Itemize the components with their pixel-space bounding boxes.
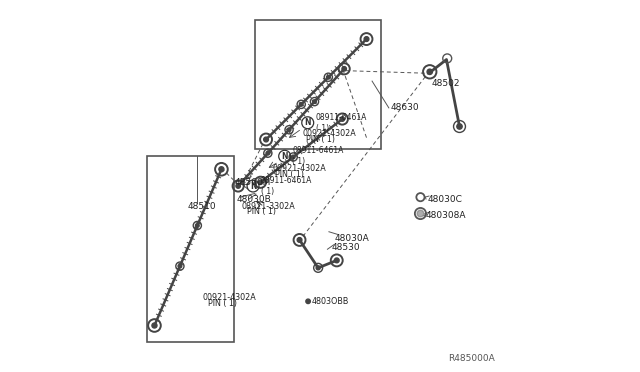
Text: 48560M: 48560M	[234, 178, 271, 187]
Text: 00921-4302A: 00921-4302A	[302, 129, 356, 138]
Bar	[255, 20, 381, 149]
Circle shape	[219, 167, 224, 172]
Text: 00921-4302A: 00921-4302A	[273, 164, 326, 173]
Circle shape	[152, 323, 157, 328]
Text: PIN ( 1): PIN ( 1)	[275, 170, 305, 179]
Bar	[147, 156, 234, 342]
Text: 48030C: 48030C	[428, 195, 463, 203]
Text: R485000A: R485000A	[448, 354, 495, 363]
Circle shape	[297, 238, 302, 242]
Text: PIN ( 1): PIN ( 1)	[248, 207, 276, 216]
Text: 00921-4302A: 00921-4302A	[203, 293, 257, 302]
Circle shape	[287, 128, 291, 132]
Text: PIN ( 1): PIN ( 1)	[306, 135, 335, 144]
Text: N: N	[250, 182, 256, 190]
Text: 48510: 48510	[187, 202, 216, 211]
Circle shape	[334, 258, 339, 263]
Circle shape	[266, 151, 269, 155]
Circle shape	[236, 184, 241, 188]
Circle shape	[178, 264, 182, 268]
Circle shape	[340, 117, 344, 121]
Circle shape	[342, 67, 346, 71]
Text: 08911-6461A
( 1): 08911-6461A ( 1)	[316, 113, 367, 133]
Text: 4803OBB: 4803OBB	[312, 297, 349, 306]
Text: 48630: 48630	[390, 103, 419, 112]
Text: N: N	[282, 152, 288, 161]
Circle shape	[326, 76, 330, 79]
Circle shape	[259, 180, 262, 185]
Circle shape	[313, 100, 316, 103]
Circle shape	[427, 69, 433, 74]
Circle shape	[195, 224, 199, 227]
Circle shape	[316, 266, 320, 270]
Text: 48030A: 48030A	[335, 234, 370, 243]
Circle shape	[264, 137, 268, 142]
Text: 08911-6461A
( 1): 08911-6461A ( 1)	[261, 176, 312, 196]
Text: 08911-6461A
( 1): 08911-6461A ( 1)	[292, 146, 344, 166]
Circle shape	[306, 299, 310, 304]
Text: 48030B: 48030B	[236, 195, 271, 203]
Text: PIN ( 1): PIN ( 1)	[209, 299, 237, 308]
Circle shape	[300, 103, 303, 106]
Text: 08921-3302A: 08921-3302A	[242, 202, 296, 211]
Text: N: N	[305, 118, 311, 127]
Circle shape	[417, 210, 424, 217]
Text: 48530: 48530	[331, 243, 360, 252]
Circle shape	[457, 124, 462, 129]
Text: 48502: 48502	[431, 79, 460, 88]
Circle shape	[291, 155, 295, 159]
Text: 480308A: 480308A	[426, 211, 466, 220]
Circle shape	[364, 37, 369, 41]
